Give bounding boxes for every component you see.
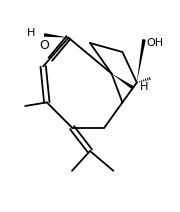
Text: OH: OH — [147, 39, 164, 49]
Polygon shape — [112, 74, 134, 89]
Text: O: O — [39, 39, 49, 52]
Text: H: H — [140, 82, 148, 92]
Polygon shape — [137, 39, 146, 83]
Polygon shape — [44, 33, 68, 38]
Text: H: H — [27, 28, 35, 38]
